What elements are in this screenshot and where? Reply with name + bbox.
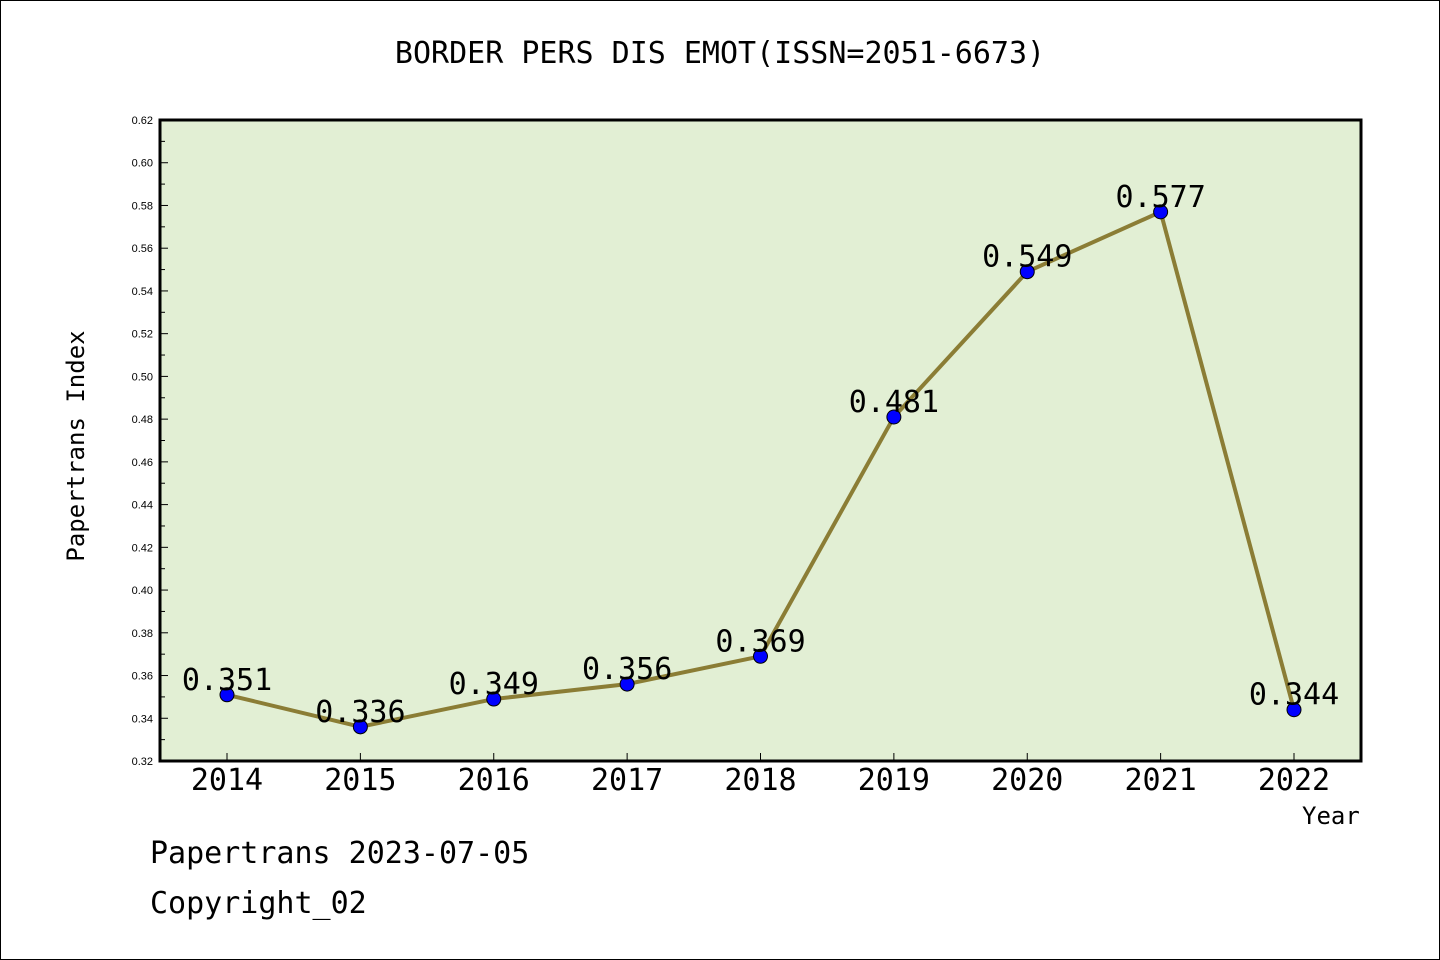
y-tick-label: 0.40 <box>132 585 153 597</box>
data-label: 0.351 <box>182 663 272 698</box>
data-label: 0.349 <box>449 667 539 702</box>
x-tick-label: 2016 <box>458 763 530 798</box>
y-tick-label: 0.44 <box>132 500 153 512</box>
x-tick-label: 2014 <box>191 763 263 798</box>
y-tick-label: 0.54 <box>132 286 153 298</box>
data-point <box>753 648 768 664</box>
y-tick-label: 0.60 <box>132 158 153 170</box>
y-tick-label: 0.56 <box>132 243 153 255</box>
y-tick-label: 0.34 <box>132 713 153 725</box>
y-tick-label: 0.50 <box>132 371 153 383</box>
data-point <box>619 676 635 692</box>
chart-title: BORDER PERS DIS EMOT(ISSN=2051-6673) <box>394 36 1046 71</box>
y-tick-label: 0.36 <box>132 671 153 683</box>
y-tick-label: 0.46 <box>132 457 153 469</box>
y-tick-label: 0.52 <box>132 329 153 341</box>
data-point <box>352 719 368 735</box>
data-point <box>219 687 235 703</box>
data-label: 0.577 <box>1115 180 1205 215</box>
y-tick-label: 0.48 <box>132 414 153 426</box>
data-point <box>1019 264 1035 280</box>
x-tick-label: 2021 <box>1125 763 1197 798</box>
data-label: 0.336 <box>315 695 405 730</box>
footer-copyright: Copyright_02 <box>150 886 367 921</box>
y-tick-label: 0.32 <box>132 756 153 768</box>
y-tick-label: 0.42 <box>132 542 153 554</box>
data-label: 0.369 <box>715 624 805 659</box>
x-tick-label: 2020 <box>991 763 1063 798</box>
data-point <box>1153 204 1169 220</box>
y-tick-label: 0.38 <box>132 628 153 640</box>
y-tick-label: 0.62 <box>132 115 153 127</box>
x-tick-label: 2022 <box>1258 763 1330 798</box>
plot-border <box>158 118 1363 763</box>
x-tick-label: 2019 <box>858 763 930 798</box>
data-label: 0.344 <box>1249 678 1339 713</box>
data-point <box>486 691 502 707</box>
x-tick-label: 2017 <box>591 763 663 798</box>
data-label: 0.481 <box>849 385 939 420</box>
data-label: 0.549 <box>982 240 1072 275</box>
data-point <box>886 409 902 425</box>
x-tick-label: 2018 <box>724 763 796 798</box>
data-label: 0.356 <box>582 652 672 687</box>
y-tick-label: 0.58 <box>132 200 153 212</box>
data-point <box>1286 702 1302 718</box>
plot-background <box>160 120 1361 761</box>
footer-date: Papertrans 2023-07-05 <box>150 836 530 871</box>
x-tick-label: 2015 <box>324 763 396 798</box>
x-axis-label: Year <box>1302 802 1360 830</box>
